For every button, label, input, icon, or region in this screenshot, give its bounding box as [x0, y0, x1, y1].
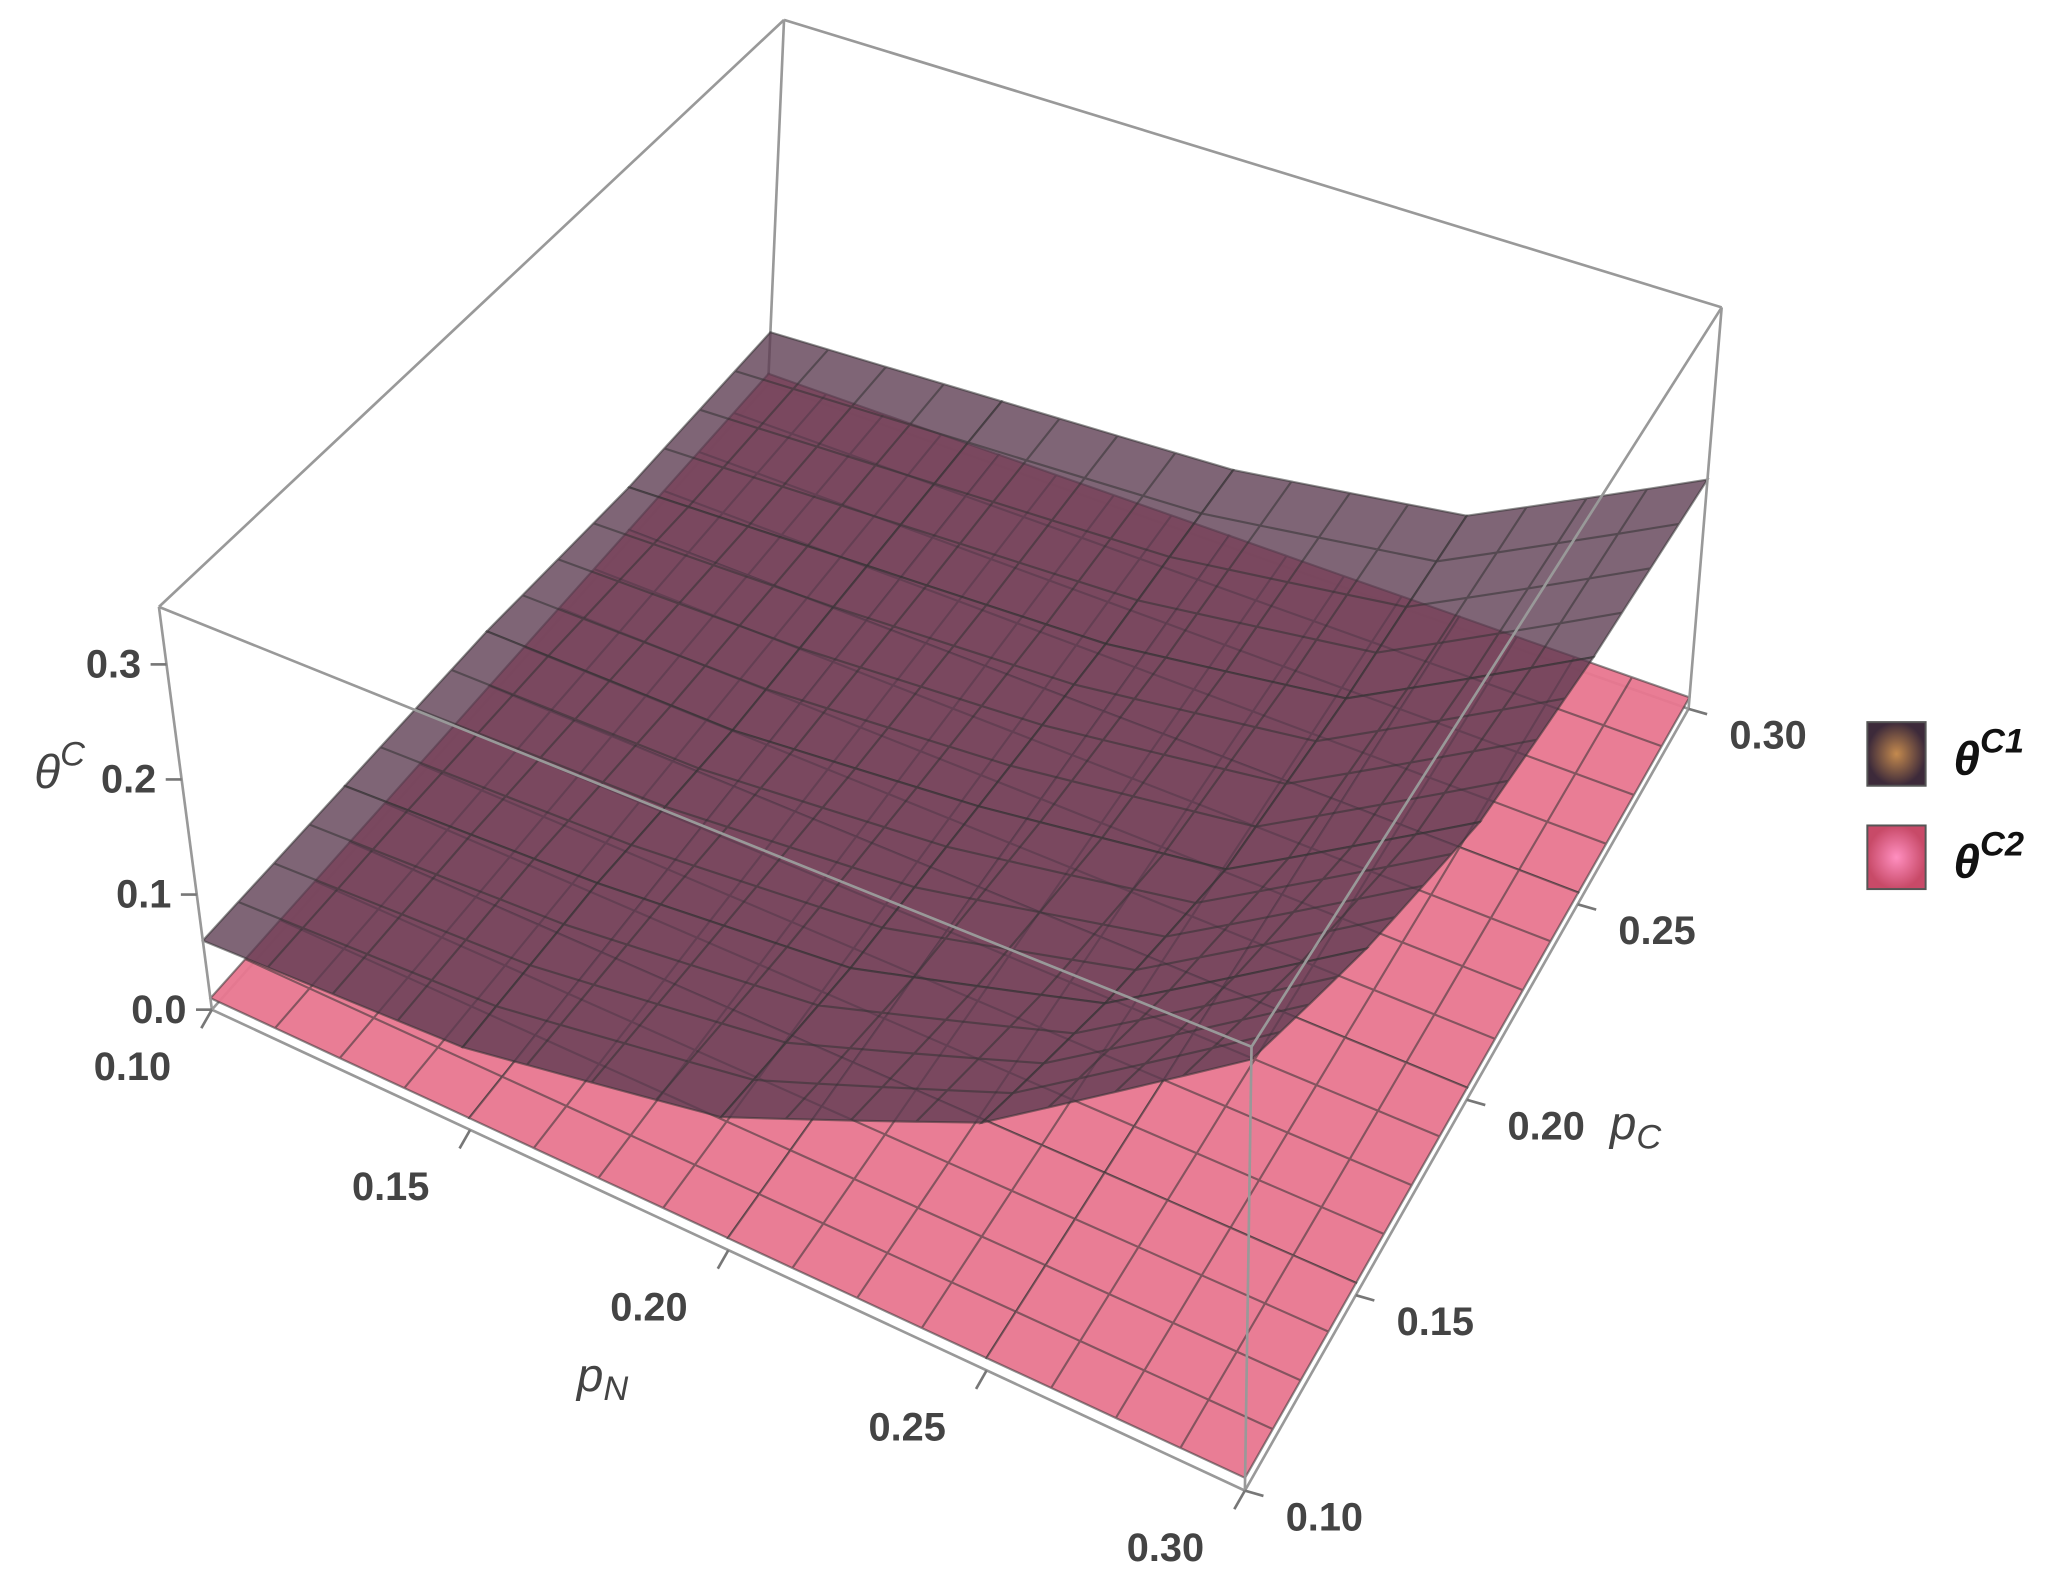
zticks-label: 0.0	[131, 988, 186, 1032]
xticks-label: 0.30	[1127, 1526, 1204, 1570]
box-edge	[1243, 1046, 1253, 1491]
axis-label: pN	[575, 1349, 629, 1409]
axis-label: θC	[34, 736, 86, 799]
legend-swatch	[1866, 721, 1927, 787]
yticks-label: 0.15	[1397, 1300, 1474, 1344]
yticks-label: 0.10	[1286, 1495, 1363, 1539]
xticks-label: 0.15	[352, 1165, 429, 1209]
box-edge	[157, 606, 214, 1010]
tick-mark	[200, 1008, 214, 1029]
tick-mark	[974, 1369, 988, 1390]
tick-mark	[1688, 707, 1708, 716]
surface-patch	[1223, 655, 1596, 871]
legend-label: θC2	[1953, 826, 2024, 889]
xticks-label: 0.10	[94, 1045, 171, 1089]
zticks-label: 0.1	[116, 873, 171, 917]
legend-label: θC1	[1953, 722, 2024, 785]
surface	[200, 330, 1710, 1125]
zticks-label: 0.2	[101, 758, 156, 802]
axis-label: pC	[1608, 1097, 1663, 1157]
zticks-label: 0.3	[86, 643, 141, 687]
box-edge	[1687, 307, 1723, 709]
box-edge	[211, 1008, 1246, 1492]
yticks-label: 0.30	[1729, 714, 1806, 758]
tick-mark	[1355, 1293, 1375, 1302]
tick-mark	[716, 1249, 730, 1270]
box-edge	[1250, 306, 1723, 1048]
surface-patch	[978, 946, 1370, 1125]
box-edge	[766, 19, 786, 385]
tick-mark	[1577, 903, 1597, 911]
tick-mark	[458, 1129, 472, 1150]
tick-mark	[1233, 1489, 1247, 1510]
box-edge	[158, 18, 785, 608]
surface-patch	[984, 1171, 1358, 1480]
xticks-label: 0.25	[869, 1406, 946, 1450]
surface-patch	[1102, 820, 1483, 1005]
surface-patch	[1343, 478, 1710, 700]
tick-mark	[1244, 1489, 1264, 1498]
xticks-label: 0.20	[610, 1285, 687, 1329]
yticks-label: 0.25	[1618, 909, 1695, 953]
tick-mark	[1466, 1098, 1486, 1107]
legend-swatch	[1866, 824, 1927, 891]
box-edge	[158, 605, 1253, 1048]
box-edge	[783, 18, 1723, 309]
yticks-label: 0.20	[1508, 1104, 1585, 1148]
